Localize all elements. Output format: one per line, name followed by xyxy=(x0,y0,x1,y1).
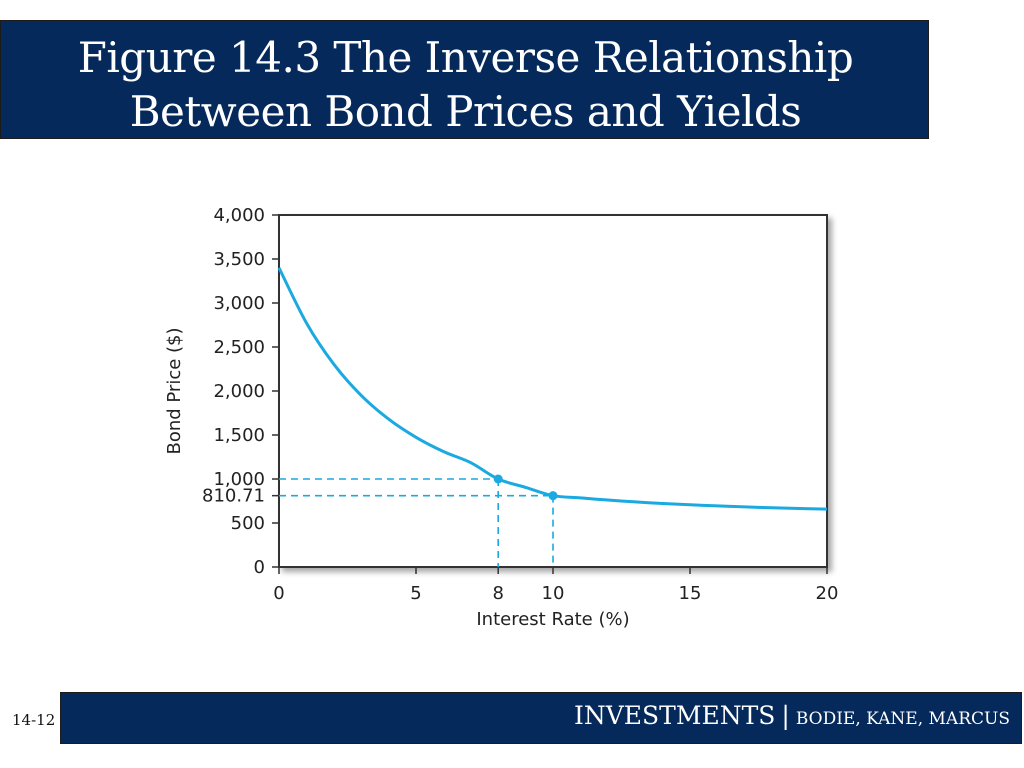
footer-authors: BODIE, KANE, MARCUS xyxy=(795,709,1010,729)
x-tick-label: 8 xyxy=(492,583,503,604)
slide-title-line-2: Between Bond Prices and Yields xyxy=(129,87,802,136)
title-banner: Figure 14.3 The Inverse Relationship Bet… xyxy=(0,20,929,139)
x-tick-label: 20 xyxy=(816,583,839,604)
slide-title-line-1: Figure 14.3 The Inverse Relationship xyxy=(77,33,854,82)
y-tick-label: 2,000 xyxy=(213,381,265,402)
footer-book-title: INVESTMENTS xyxy=(574,701,776,730)
slide-number: 14-12 xyxy=(12,711,56,729)
footer-brand: INVESTMENTS | BODIE, KANE, MARCUS xyxy=(574,698,1014,744)
x-tick-label: 0 xyxy=(273,583,284,604)
highlighted-point xyxy=(548,491,558,501)
slide-title: Figure 14.3 The Inverse Relationship Bet… xyxy=(1,31,930,139)
y-tick-label: 2,500 xyxy=(213,337,265,358)
bond-price-chart: 0 5 8 10 15 20 0 500 810.711,000 1,500 2,000 2,500… xyxy=(164,205,838,630)
y-tick-label: 0 xyxy=(254,557,265,578)
y-axis-ticks: 0 500 810.711,000 1,500 2,000 2,500 3,000 3,500… xyxy=(202,205,279,578)
x-axis-ticks: 0 5 8 10 15 20 xyxy=(273,567,838,604)
highlighted-points xyxy=(493,474,558,501)
y-tick-label: 3,500 xyxy=(213,249,265,270)
y-tick-label: 810.71 xyxy=(202,486,265,507)
x-axis-label: Interest Rate (%) xyxy=(476,609,629,630)
highlighted-point xyxy=(493,474,503,484)
reference-lines xyxy=(279,478,554,567)
x-tick-label: 5 xyxy=(410,583,421,604)
y-tick-label: 1,500 xyxy=(213,425,265,446)
y-axis-label: Bond Price ($) xyxy=(164,327,185,454)
y-tick-label: 500 xyxy=(231,513,265,534)
x-tick-label: 15 xyxy=(679,583,702,604)
footer-bar: INVESTMENTS | BODIE, KANE, MARCUS xyxy=(60,692,1022,744)
footer-separator: | xyxy=(781,701,790,730)
y-tick-label: 3,000 xyxy=(213,293,265,314)
x-tick-label: 10 xyxy=(542,583,565,604)
y-tick-label: 1,000 xyxy=(213,469,265,490)
y-tick-label: 4,000 xyxy=(213,205,265,226)
